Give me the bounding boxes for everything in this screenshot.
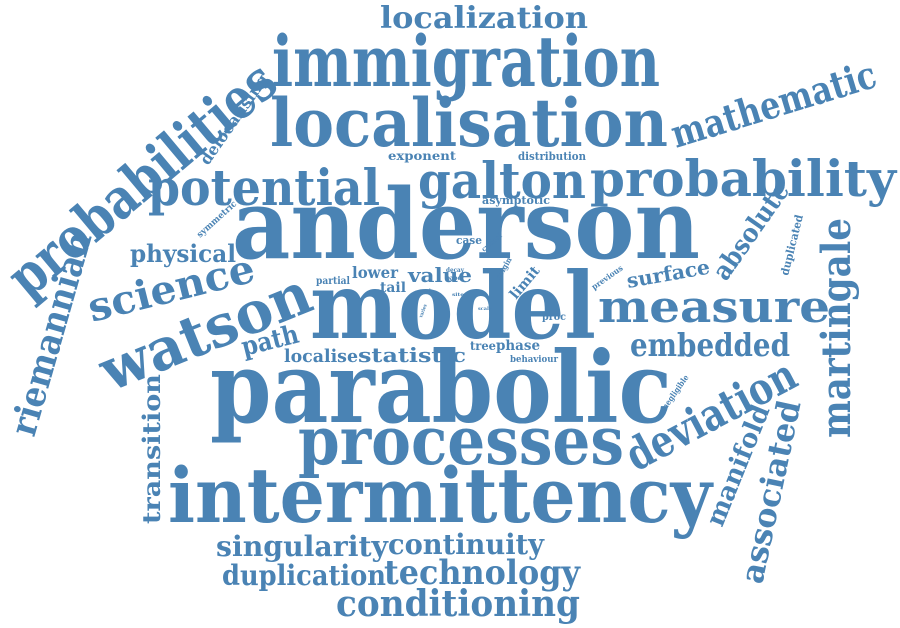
word-localise: localise	[284, 346, 358, 367]
word-statistic: statistic	[358, 343, 466, 367]
word-scale: scale	[478, 306, 492, 312]
word-transition: transition	[137, 374, 166, 524]
word-probability: probability	[590, 149, 898, 208]
word-varies: varies	[418, 303, 429, 319]
word-singularity: singularity	[216, 530, 389, 563]
word-localization: localization	[380, 1, 588, 36]
word-proc: proc	[542, 312, 566, 323]
word-behaviour: behaviour	[510, 355, 558, 365]
word-martingale: martingale	[813, 218, 860, 438]
word-work: work	[419, 288, 432, 294]
word-embedded: embedded	[630, 326, 790, 364]
word-lower: lower	[352, 263, 399, 282]
word-asymptotic: asymptotic	[482, 194, 550, 207]
word-localisation: localisation	[270, 84, 668, 162]
word-distribution: distribution	[518, 150, 586, 163]
word-decay: decay	[446, 267, 464, 274]
word-tail: tail	[380, 280, 406, 296]
word-phase: phase	[496, 338, 540, 354]
word-measure: measure	[598, 282, 830, 333]
word-parabolic: parabolic	[210, 331, 672, 446]
word-physical: physical	[130, 239, 236, 268]
word-processes: processes	[298, 402, 624, 480]
word-immigration: immigration	[272, 20, 660, 103]
word-partial: partial	[316, 276, 350, 287]
word-duplication: duplication	[222, 559, 386, 592]
word-value: value	[407, 263, 472, 287]
word-mathematic: mathematic	[665, 52, 881, 157]
word-exponent: exponent	[388, 149, 457, 163]
word-model: model	[310, 252, 596, 360]
word-conditioning: conditioning	[336, 583, 580, 625]
word-case: case	[456, 234, 482, 247]
word-paper: paper	[446, 275, 465, 282]
word-continuity: continuity	[388, 528, 545, 561]
word-tree: tree	[470, 339, 496, 353]
word-anderson: anderson	[232, 168, 700, 281]
word-technology: technology	[384, 553, 581, 593]
word-site: site	[452, 292, 464, 298]
word-galton: galton	[418, 151, 586, 210]
word-duplicated: duplicated	[778, 213, 806, 277]
word-potential: potential	[148, 158, 380, 217]
word-intermittency: intermittency	[168, 451, 714, 540]
